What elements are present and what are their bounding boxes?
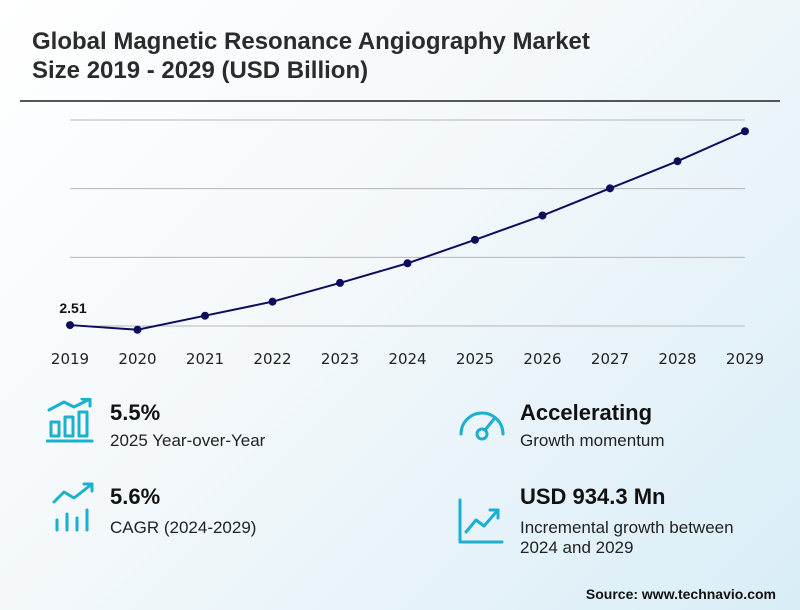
x-tick-label: 2026 [523,350,561,368]
data-label: 2.51 [59,300,86,316]
stat-incremental: USD 934.3 Mn Incremental growth between … [456,482,786,562]
title-line-2: Size 2019 - 2029 (USD Billion) [32,57,369,84]
data-point [268,297,277,306]
stat-momentum-value: Accelerating [520,400,653,425]
data-point [403,259,412,268]
trend-bars-icon [52,482,94,532]
stat-incremental-value: USD 934.3 Mn [520,484,666,509]
stat-momentum-label: Growth momentum [520,431,665,450]
chart-title: Global Magnetic Resonance Angiography Ma… [32,27,772,85]
title-line-1: Global Magnetic Resonance Angiography Ma… [32,28,590,55]
stat-incremental-label: Incremental growth between 2024 and 2029 [520,518,734,557]
stat-yoy: 5.5% 2025 Year-over-Year [46,398,376,458]
stat-cagr: 5.6% CAGR (2024-2029) [52,482,382,542]
gauge-icon [459,411,505,441]
stat-cagr-label: CAGR (2024-2029) [110,518,257,537]
bar-growth-icon [46,398,94,443]
title-divider [20,100,780,102]
stat-momentum: Accelerating Growth momentum [456,398,786,458]
x-tick-label: 2023 [321,350,359,368]
stat-cagr-value: 5.6% [110,484,161,509]
trend-chart-icon [458,498,504,544]
stat-yoy-value: 5.5% [110,400,161,425]
x-tick-label: 2029 [726,350,764,368]
data-point [741,127,749,136]
x-tick-label: 2021 [186,350,224,368]
data-point [606,184,614,193]
x-tick-label: 2027 [591,350,629,368]
x-tick-label: 2022 [253,350,291,368]
x-tick-label: 2020 [118,350,156,368]
data-point [336,278,344,287]
x-tick-label: 2019 [51,350,89,368]
data-point [673,157,682,166]
data-point [66,321,74,330]
x-tick-label: 2025 [456,350,494,368]
data-point [471,235,479,244]
x-tick-label: 2024 [388,350,426,368]
data-point [538,211,547,220]
stat-yoy-label: 2025 Year-over-Year [110,431,266,450]
source-credit: Source: www.technavio.com [585,586,776,602]
data-point [201,311,209,320]
data-point [133,325,142,334]
x-tick-label: 2028 [658,350,696,368]
series-line [69,130,746,331]
market-size-line-chart: 2019 2020 2021 2022 2023 2024 2025 2026 2027 2028… [51,119,764,368]
